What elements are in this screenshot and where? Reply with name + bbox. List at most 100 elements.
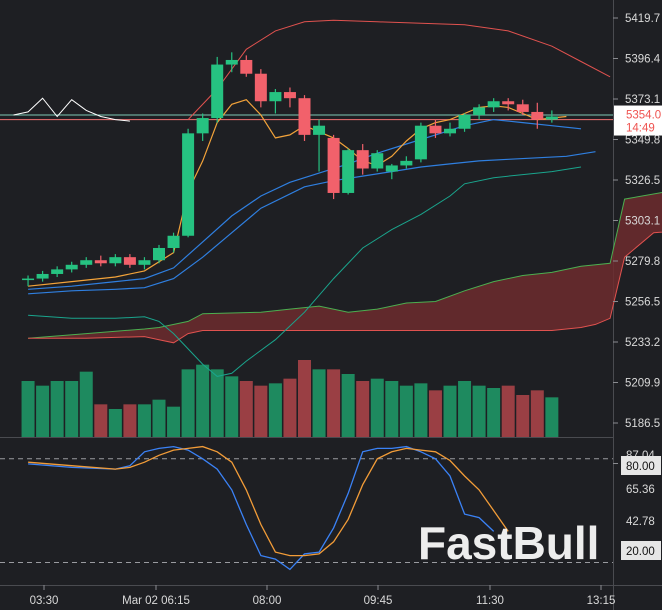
volume-bar [36, 385, 50, 437]
candle[interactable] [414, 122, 427, 163]
stoch-level-tag [621, 456, 661, 475]
candle-body [138, 260, 151, 265]
candle[interactable] [36, 270, 49, 282]
cloud-span-b-line [28, 231, 662, 344]
candle-body [225, 59, 238, 65]
stoch-tick-label: 20.00 [626, 546, 655, 558]
candle-body [298, 98, 311, 135]
candle[interactable] [458, 113, 471, 132]
candle-body [342, 150, 355, 193]
candle[interactable] [502, 98, 515, 111]
volume-bar [385, 381, 399, 437]
volume-bar [298, 360, 311, 437]
time-tick-label: 13:15 [587, 595, 616, 607]
candle-body [313, 125, 326, 135]
candle[interactable] [444, 122, 456, 137]
candle[interactable] [356, 144, 369, 175]
candle[interactable] [65, 261, 78, 273]
candle[interactable] [342, 148, 355, 195]
candle-body [109, 257, 122, 264]
candle-body [371, 153, 384, 169]
volume-bar [530, 390, 544, 437]
candle[interactable] [153, 244, 165, 264]
candle[interactable] [269, 89, 282, 114]
price-tick-label: 5303.1 [625, 216, 660, 228]
volume-bar [254, 385, 268, 437]
candle[interactable] [487, 98, 500, 112]
price-tick-label: 5279.8 [625, 256, 660, 268]
candle[interactable] [138, 257, 151, 270]
volume-bar [399, 385, 413, 437]
volume-bar [79, 371, 93, 437]
candle[interactable] [240, 55, 253, 77]
candle-body [22, 278, 35, 281]
stochastic-oscillator [0, 445, 613, 571]
stoch-tick-label: 65.36 [626, 484, 655, 496]
candle[interactable] [429, 119, 442, 138]
candle-body [414, 125, 427, 160]
candle[interactable] [211, 56, 224, 123]
candle[interactable] [22, 275, 35, 287]
candle[interactable] [94, 255, 107, 267]
candle-body [487, 101, 500, 108]
candle-body [444, 128, 456, 134]
candle[interactable] [473, 104, 486, 120]
candle[interactable] [313, 119, 326, 172]
candle-body [123, 257, 136, 265]
candle-body [196, 118, 209, 134]
volume-bar [487, 388, 501, 437]
candle[interactable] [196, 113, 209, 141]
volume-bar [108, 409, 122, 437]
candle[interactable] [400, 156, 413, 169]
candle-body [51, 269, 64, 274]
volume-bar [94, 404, 108, 437]
candle-body [36, 273, 49, 279]
volume-bar [501, 385, 515, 437]
volume-bar [370, 378, 384, 437]
candle[interactable] [283, 87, 296, 108]
candle[interactable] [327, 134, 340, 200]
price-candles[interactable] [22, 52, 558, 287]
price-tick-label: 5373.1 [625, 94, 660, 106]
price-tick-label: 5233.2 [625, 337, 660, 349]
volume-bar [472, 385, 486, 437]
candle-body [65, 264, 78, 270]
candle[interactable] [371, 150, 384, 172]
current-price-tag [614, 105, 662, 136]
volume-bar [443, 385, 457, 437]
candle[interactable] [51, 266, 64, 278]
candle[interactable] [167, 232, 180, 253]
price-tick-label: 5256.5 [625, 297, 660, 309]
history-line [13, 97, 130, 122]
candle[interactable] [80, 257, 93, 268]
candle[interactable] [516, 99, 529, 115]
volume-bar [268, 383, 282, 437]
candle-body [327, 137, 340, 193]
candle-body [400, 160, 413, 166]
volume-bar [137, 404, 151, 437]
candle-body [429, 125, 442, 134]
volume-bar [341, 374, 355, 437]
volume-bar [181, 369, 195, 437]
candle[interactable] [298, 95, 311, 141]
candle-body [545, 116, 558, 120]
candle[interactable] [225, 52, 238, 73]
candle[interactable] [182, 128, 195, 238]
candle-body [385, 165, 398, 172]
candle[interactable] [109, 254, 122, 267]
volume-bar [327, 369, 341, 437]
time-tick-label: 11:30 [476, 595, 504, 607]
candle-body [269, 92, 282, 102]
volume-bar [239, 381, 253, 437]
candle[interactable] [123, 254, 136, 268]
candle[interactable] [531, 102, 544, 129]
volume-bar [312, 369, 326, 437]
cloud-span-a-line [28, 192, 662, 339]
candle[interactable] [545, 110, 558, 123]
stoch-k-line [28, 445, 509, 557]
candle[interactable] [254, 69, 267, 108]
lagging-span-line [28, 166, 582, 377]
candle-body [211, 64, 224, 119]
candle[interactable] [385, 163, 398, 180]
